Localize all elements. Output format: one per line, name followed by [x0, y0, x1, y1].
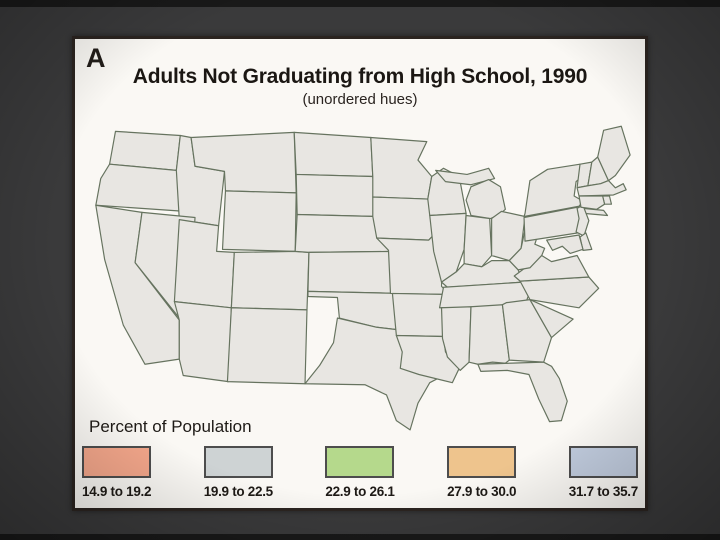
legend-swatch-green — [325, 446, 395, 478]
legend-label-1: 14.9 to 19.2 — [82, 484, 152, 499]
state-ks — [307, 250, 401, 295]
photo-bottom-band — [0, 534, 720, 540]
state-ny — [523, 163, 588, 218]
legend-swatch-gray — [203, 446, 273, 478]
legend-label-4: 27.9 to 30.0 — [447, 484, 517, 499]
legend-item-2: 19.9 to 22.5 — [203, 446, 274, 499]
state-ia — [372, 196, 438, 241]
legend-item-3: 22.9 to 26.1 — [325, 446, 395, 499]
us-map-svg — [95, 125, 631, 431]
map-legend: Percent of Population 14.9 to 19.2 19.9 … — [82, 417, 638, 499]
state-mo — [376, 231, 450, 296]
state-wy — [221, 190, 297, 252]
state-co — [230, 250, 310, 311]
state-mn — [370, 136, 433, 200]
state-sd — [295, 173, 378, 218]
state-wa — [108, 130, 181, 171]
legend-label-2: 19.9 to 22.5 — [203, 484, 274, 499]
legend-item-1: 14.9 to 19.2 — [82, 446, 152, 499]
figure-title: Adults Not Graduating from High School, … — [132, 65, 588, 88]
state-md — [546, 234, 584, 255]
figure-subtitle: (unordered hues) — [302, 91, 418, 108]
legend-label-5: 31.7 to 35.7 — [568, 484, 639, 499]
legend-item-4: 27.9 to 30.0 — [447, 446, 517, 499]
state-sc — [529, 298, 574, 339]
photo-top-band — [0, 0, 720, 7]
legend-item-5: 31.7 to 35.7 — [568, 446, 639, 499]
state-nd — [293, 131, 374, 178]
us-choropleth-map — [86, 117, 636, 435]
legend-heading: Percent of Population — [89, 417, 252, 436]
state-in — [463, 214, 493, 268]
panel-label: A — [86, 43, 106, 73]
legend-swatch-salmon — [82, 446, 151, 478]
state-fl — [477, 361, 568, 423]
figure-card: A Adults Not Graduating from High School… — [72, 36, 648, 511]
legend-label-3: 22.9 to 26.1 — [325, 484, 395, 499]
legend-row: 14.9 to 19.2 19.9 to 22.5 22.9 to 26.1 2… — [82, 446, 638, 499]
state-or — [95, 163, 186, 212]
state-az — [173, 301, 232, 383]
state-ct — [578, 195, 606, 210]
state-nm — [226, 307, 308, 385]
state-mi-upper — [435, 167, 496, 186]
legend-swatch-blue — [568, 446, 638, 478]
legend-swatch-tan — [447, 446, 517, 478]
